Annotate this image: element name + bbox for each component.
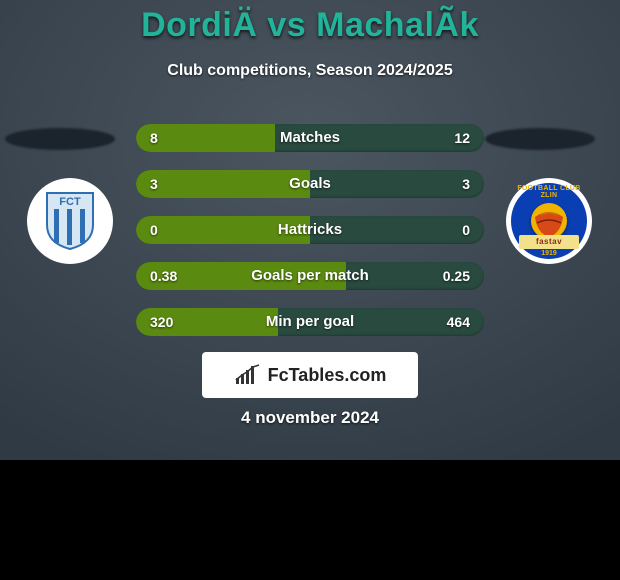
page-date: 4 november 2024 — [0, 408, 620, 428]
page-title: DordiÄ vs MachalÃk — [0, 8, 620, 44]
stat-row: 0.380.25Goals per match — [136, 262, 484, 290]
team-right-shadow — [485, 128, 595, 150]
stat-label: Matches — [136, 124, 484, 152]
stat-row: 33Goals — [136, 170, 484, 198]
team-right-arc-text: FOOTBALL CLUB ZLIN — [515, 185, 583, 199]
team-left-badge: FCT — [27, 178, 113, 264]
team-left-shield-icon: FCT — [45, 191, 95, 251]
team-right-year: 1919 — [511, 250, 587, 257]
team-right-banner: fastav — [519, 235, 579, 249]
svg-text:FCT: FCT — [59, 196, 81, 208]
stat-row: 320464Min per goal — [136, 308, 484, 336]
stat-label: Min per goal — [136, 308, 484, 336]
team-right-badge: FOOTBALL CLUB ZLIN fastav 1919 — [506, 178, 592, 264]
team-right-ball-icon — [531, 203, 567, 239]
stat-row: 812Matches — [136, 124, 484, 152]
stat-rows: 812Matches 33Goals 00Hattricks 0.380.25Goal… — [136, 124, 484, 354]
brand-label: FcTables.com — [268, 365, 387, 386]
stat-row: 00Hattricks — [136, 216, 484, 244]
stat-label: Goals per match — [136, 262, 484, 290]
page-subtitle: Club competitions, Season 2024/2025 — [0, 62, 620, 80]
brand-logo-icon — [234, 364, 262, 386]
stat-label: Hattricks — [136, 216, 484, 244]
comparison-card: DordiÄ vs MachalÃk Club competitions, Se… — [0, 0, 620, 580]
team-left-shadow — [5, 128, 115, 150]
team-right-inner-icon: FOOTBALL CLUB ZLIN fastav 1919 — [511, 183, 587, 259]
brand-box[interactable]: FcTables.com — [202, 352, 418, 398]
stat-label: Goals — [136, 170, 484, 198]
